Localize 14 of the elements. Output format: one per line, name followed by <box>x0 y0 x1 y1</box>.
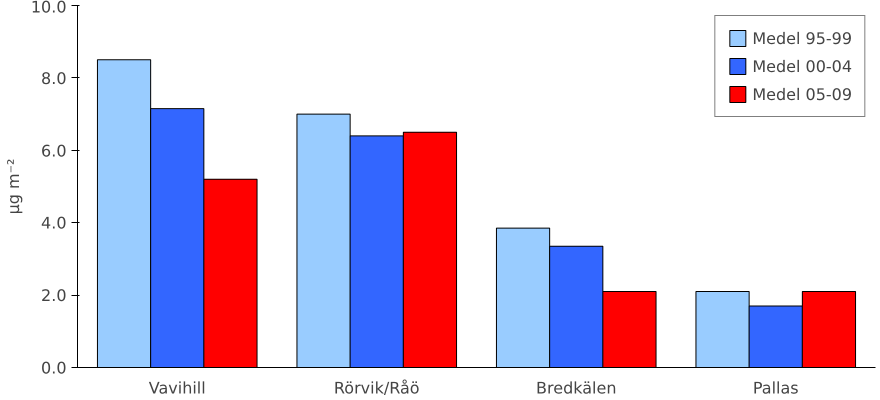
y-tick-label: 10.0 <box>30 0 66 16</box>
y-tick-label: 8.0 <box>41 68 67 88</box>
x-tick-label: Vavihill <box>148 378 206 398</box>
legend-label: Medel 00-04 <box>752 56 852 76</box>
y-tick-label: 4.0 <box>41 214 67 233</box>
y-tick-label: 2.0 <box>41 286 67 306</box>
legend-label: Medel 05-09 <box>752 84 852 104</box>
y-tick-label: 0.0 <box>41 358 67 378</box>
legend-label: Medel 95-99 <box>752 28 852 48</box>
x-tick-label: Pallas <box>752 378 799 398</box>
y-tick-label: 6.0 <box>41 141 67 160</box>
x-tick-label: Rörvik/Råö <box>334 378 420 398</box>
x-tick-label: Bredkälen <box>536 378 616 398</box>
y-axis-title: µg m⁻² <box>4 158 23 214</box>
